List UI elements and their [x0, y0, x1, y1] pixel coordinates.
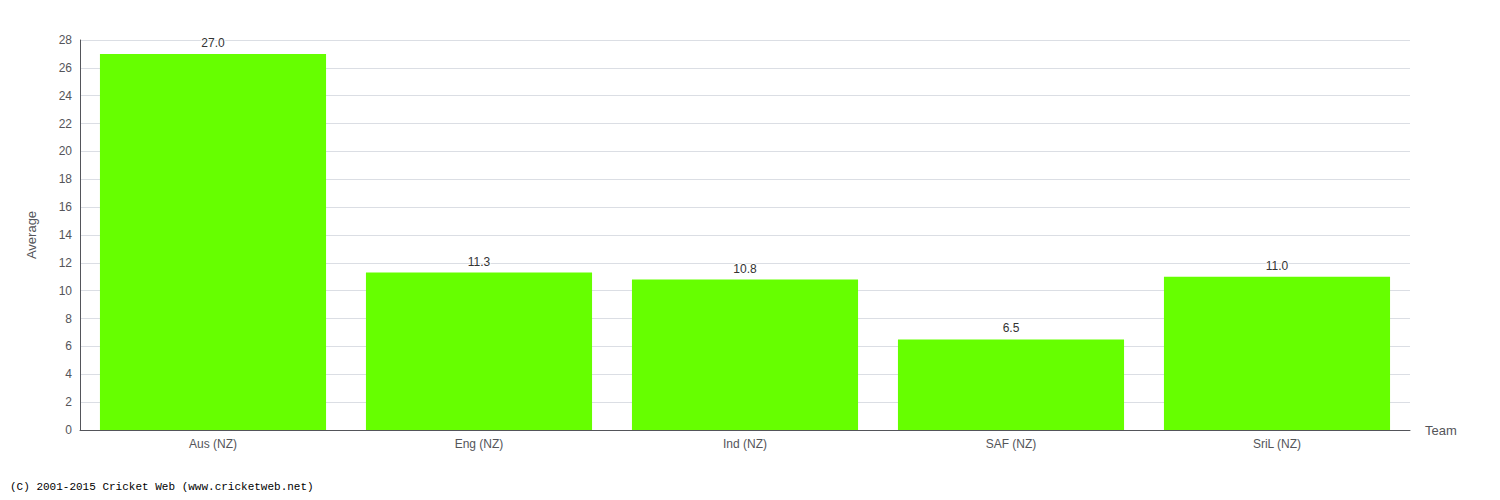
svg-text:28: 28 [59, 33, 73, 47]
svg-text:24: 24 [59, 89, 73, 103]
svg-text:12: 12 [59, 256, 73, 270]
svg-text:26: 26 [59, 61, 73, 75]
svg-text:8: 8 [65, 312, 72, 326]
svg-text:SriL (NZ): SriL (NZ) [1253, 437, 1301, 451]
svg-text:Ind (NZ): Ind (NZ) [723, 437, 767, 451]
svg-text:10: 10 [59, 284, 73, 298]
svg-text:0: 0 [65, 423, 72, 437]
svg-text:6: 6 [65, 339, 72, 353]
svg-text:14: 14 [59, 228, 73, 242]
svg-text:Average: Average [24, 211, 39, 259]
svg-text:Eng (NZ): Eng (NZ) [455, 437, 504, 451]
svg-text:Aus (NZ): Aus (NZ) [189, 437, 237, 451]
svg-text:18: 18 [59, 172, 73, 186]
svg-text:22: 22 [59, 117, 73, 131]
svg-text:2: 2 [65, 395, 72, 409]
svg-text:20: 20 [59, 144, 73, 158]
svg-text:11.3: 11.3 [468, 255, 491, 269]
svg-text:SAF (NZ): SAF (NZ) [986, 437, 1037, 451]
svg-text:10.8: 10.8 [733, 262, 757, 276]
svg-text:4: 4 [65, 367, 72, 381]
svg-text:27.0: 27.0 [201, 36, 225, 50]
svg-text:(C) 2001-2015 Cricket Web (www: (C) 2001-2015 Cricket Web (www.cricketwe… [10, 481, 314, 493]
svg-text:11.0: 11.0 [1266, 259, 1289, 273]
svg-text:Team: Team [1425, 423, 1457, 438]
svg-text:6.5: 6.5 [1003, 321, 1020, 335]
svg-text:16: 16 [59, 200, 73, 214]
